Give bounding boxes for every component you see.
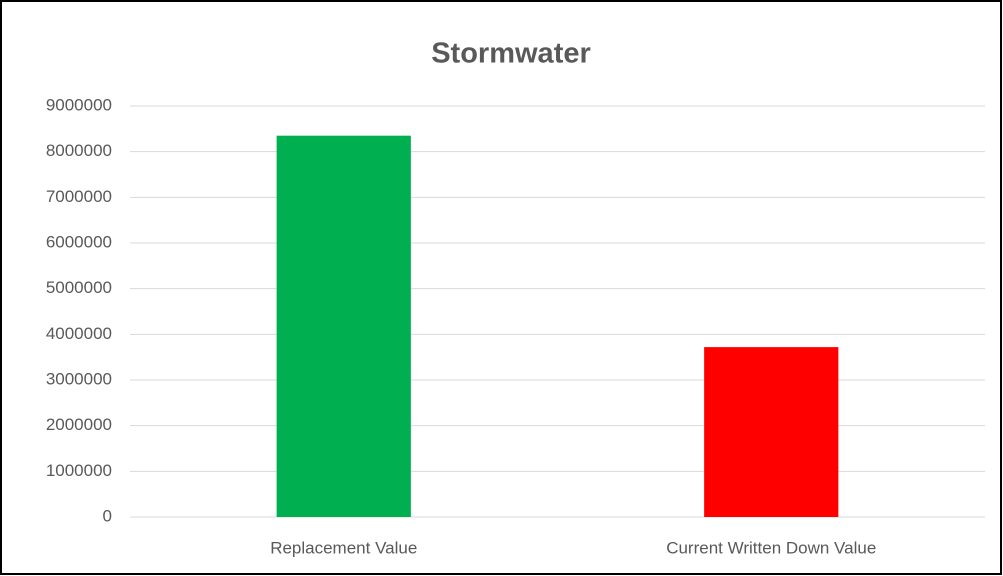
y-tick-label: 6000000: [46, 232, 112, 251]
bar: [276, 135, 411, 517]
bar: [704, 347, 839, 517]
y-tick-label: 1000000: [46, 461, 112, 480]
y-tick-label: 4000000: [46, 324, 112, 343]
x-tick-label: Current Written Down Value: [666, 538, 876, 557]
y-tick-label: 3000000: [46, 369, 112, 388]
y-tick-label: 5000000: [46, 278, 112, 297]
x-tick-label: Replacement Value: [270, 538, 417, 557]
y-tick-label: 2000000: [46, 415, 112, 434]
chart-title: Stormwater: [431, 38, 591, 70]
y-tick-label: 9000000: [46, 95, 112, 114]
y-tick-label: 8000000: [46, 141, 112, 160]
y-tick-label: 7000000: [46, 187, 112, 206]
y-tick-label: 0: [103, 506, 112, 525]
